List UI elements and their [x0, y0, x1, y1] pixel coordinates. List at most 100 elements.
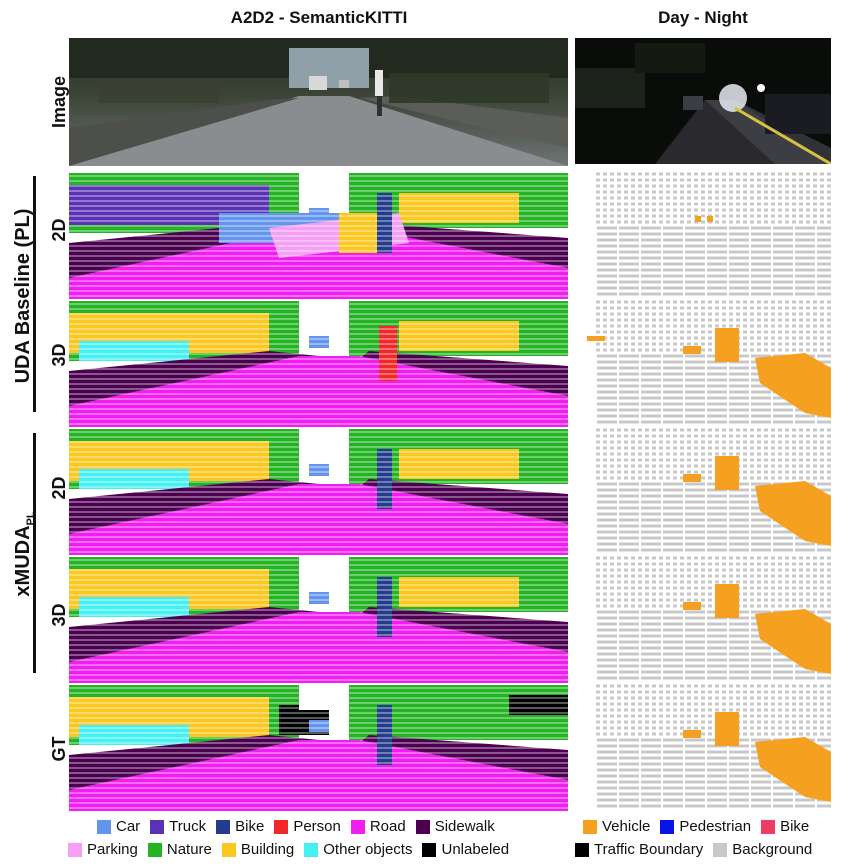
vehicle-region [715, 328, 739, 362]
legend-swatch [713, 842, 728, 857]
vehicle-region [715, 584, 739, 618]
car-region [309, 464, 329, 476]
legend-swatch [415, 819, 430, 834]
legend-label: Sidewalk [434, 818, 495, 835]
legend-swatch [583, 819, 597, 834]
vehicle-region [715, 456, 739, 490]
column-title-right: Day - Night [658, 8, 748, 27]
legend-label: Traffic Boundary [594, 841, 704, 858]
legend-item-car: Car [97, 818, 140, 835]
legend-item-truck: Truck [150, 818, 206, 835]
legend-label: Bike [235, 818, 265, 835]
panel-gap [575, 298, 595, 424]
row-label-xmuda-2d: 2D [49, 476, 69, 500]
seg-gt-left [69, 685, 568, 811]
legend-swatch [761, 819, 776, 834]
legend-label: Truck [169, 818, 207, 835]
legend-item-nature: Nature [147, 841, 212, 858]
other-objects-region [79, 597, 189, 617]
legend-item-background: Background [713, 841, 812, 858]
seg-baseline-3d-left [69, 301, 568, 427]
seg-xmuda-3d-right [575, 554, 831, 680]
vehicle-region [715, 712, 739, 746]
legend-label: Person [293, 818, 341, 835]
building-region [399, 193, 519, 223]
legend-label: Vehicle [602, 818, 651, 835]
other-objects-region [79, 725, 189, 745]
legend-swatch [147, 842, 162, 857]
building-region [399, 449, 519, 479]
legend-item-vehicle: Vehicle [583, 818, 650, 835]
legend-item-parking: Parking [68, 841, 138, 858]
legend-item-other-objects: Other objects [304, 841, 412, 858]
legend-swatch [216, 819, 231, 834]
column-title-left: A2D2 - SemanticKITTI [230, 8, 408, 27]
vehicle-region [683, 602, 701, 610]
other-objects-region [79, 341, 189, 361]
sky-gap [299, 301, 349, 331]
row-label-image: Image [49, 75, 69, 129]
vehicle-region [587, 336, 605, 341]
panel-gap [575, 554, 595, 680]
baseline-group-bar [33, 176, 36, 412]
seg-baseline-3d-right [575, 298, 831, 424]
panel-gap [575, 426, 595, 552]
xmuda-group-bar [33, 433, 36, 673]
legend-swatch [350, 819, 365, 834]
seg-baseline-2d-left [69, 173, 568, 299]
xmuda-sub-text: PL [25, 511, 37, 526]
seg-gt-right [575, 682, 831, 808]
legend-item-unlabeled: Unlabeled [422, 841, 509, 858]
building-region [399, 577, 519, 607]
legend-swatch [660, 819, 675, 834]
legend-item-pedestrian: Pedestrian [660, 818, 751, 835]
other-objects-region [79, 469, 189, 489]
seg-xmuda-3d-left [69, 557, 568, 683]
legend-swatch [97, 819, 111, 834]
row-label-baseline-2d: 2D [49, 218, 69, 242]
legend-swatch [221, 842, 236, 857]
vehicle-region [707, 216, 713, 222]
car-region [309, 336, 329, 348]
car-region [309, 208, 329, 220]
legend-right-row1: Vehicle Pedestrian Bike [583, 818, 819, 835]
legend-item-sidewalk: Sidewalk [415, 818, 495, 835]
legend-swatch [68, 842, 82, 857]
legend-swatch [150, 819, 165, 834]
legend-label: Road [369, 818, 406, 835]
legend-item-bike: Bike [761, 818, 809, 835]
car-region [309, 592, 329, 604]
vehicle-region [683, 730, 701, 738]
legend-item-bike: Bike [216, 818, 264, 835]
group-label-xmuda: xMUDAPL [12, 484, 37, 624]
legend-item-person: Person [274, 818, 341, 835]
seg-baseline-2d-right [575, 170, 831, 296]
legend-label: Bike [780, 818, 810, 835]
legend-item-traffic-boundary: Traffic Boundary [575, 841, 703, 858]
panel-gap [575, 170, 595, 296]
row-label-baseline-3d: 3D [49, 343, 69, 367]
vehicle-region [755, 481, 831, 546]
legend-left-row1: Car Truck Bike Person Road Sidewalk [97, 818, 505, 835]
legend-right-row2: Traffic Boundary Background [575, 841, 822, 858]
vehicle-region [755, 609, 831, 674]
row-label-gt: GT [49, 736, 69, 762]
vehicle-region [683, 346, 701, 354]
legend-label: Other objects [323, 841, 413, 858]
legend-item-road: Road [350, 818, 406, 835]
xmuda-main-text: xMUDA [12, 525, 34, 597]
legend-swatch [274, 819, 289, 834]
legend-label: Background [732, 841, 813, 858]
seg-xmuda-2d-right [575, 426, 831, 552]
legend-label: Unlabeled [441, 841, 510, 858]
vehicle-region [755, 737, 831, 802]
bike-region [377, 193, 392, 253]
image-a2d2 [69, 38, 568, 166]
bike-region [377, 449, 392, 509]
building-region [399, 705, 519, 735]
building-region [399, 321, 519, 351]
legend-label: Nature [166, 841, 212, 858]
vehicle-region [695, 216, 701, 222]
vehicle-region [683, 474, 701, 482]
bike-region [377, 705, 392, 765]
